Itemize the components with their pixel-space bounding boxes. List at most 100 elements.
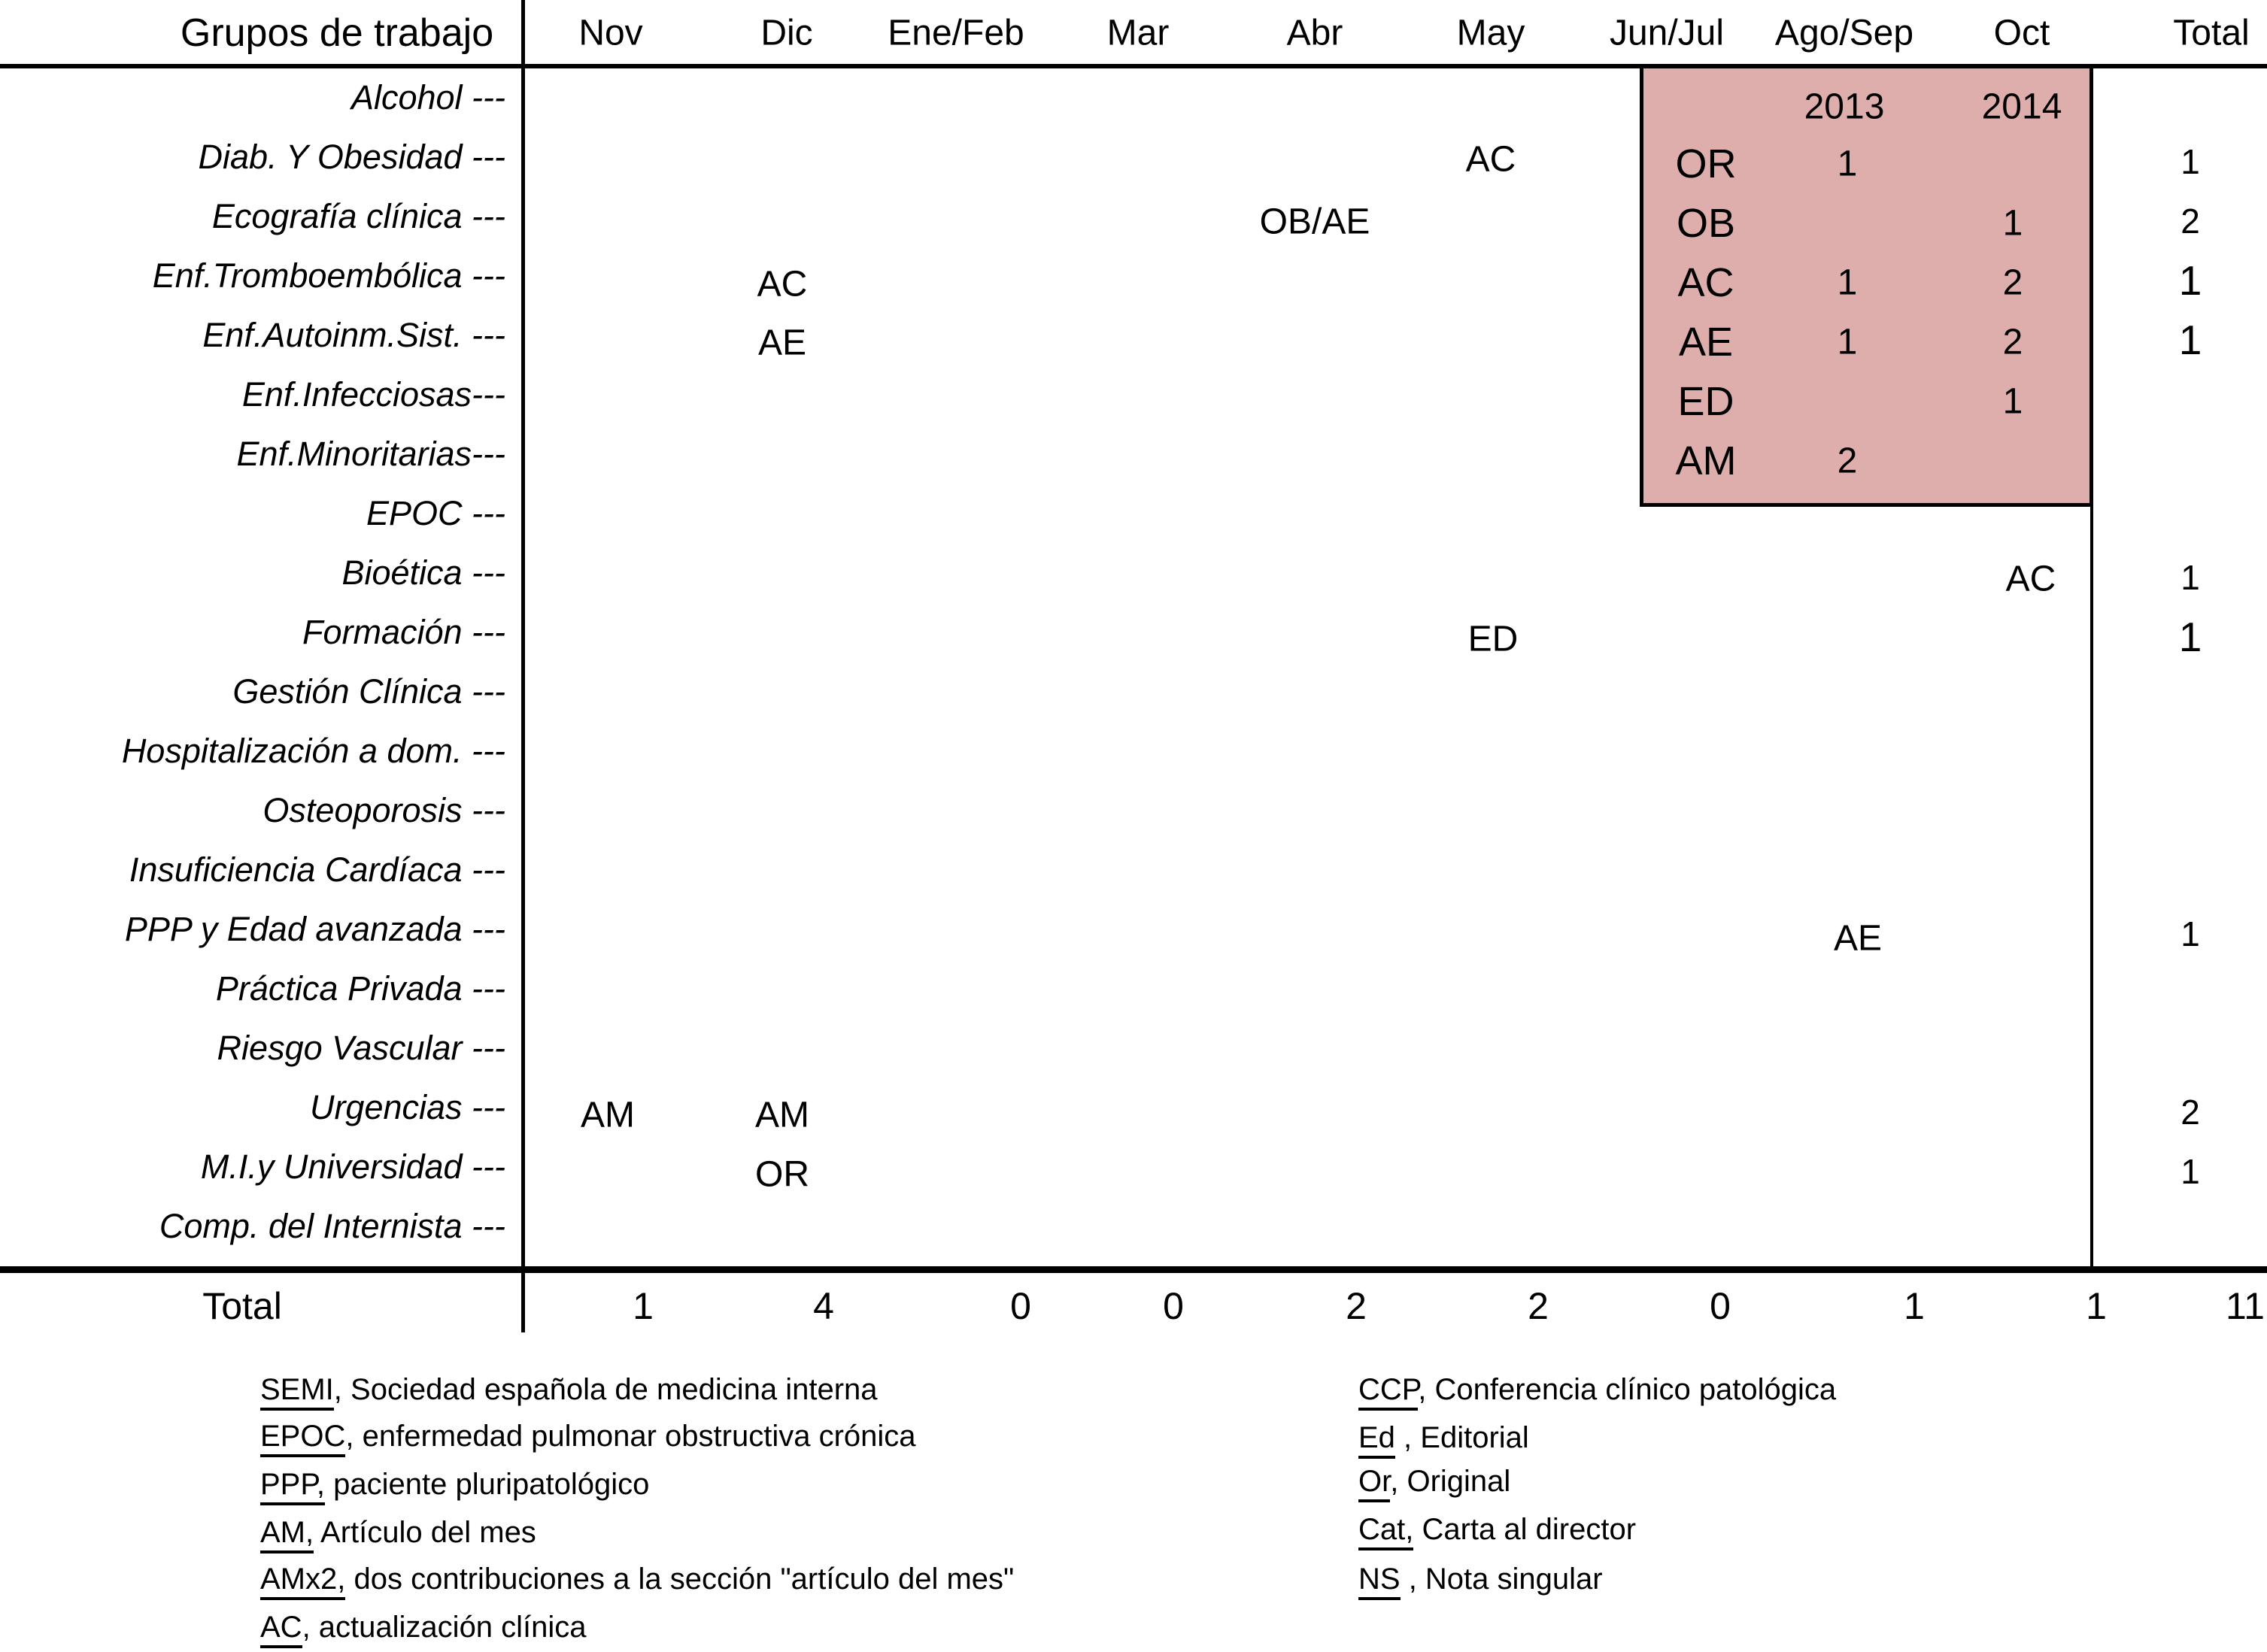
row-label-riesgo: Riesgo Vascular ---	[217, 1029, 505, 1067]
column-header-total: Total	[2173, 13, 2250, 53]
row-label-mi-universidad: M.I.y Universidad ---	[200, 1147, 505, 1186]
cell-entry: ED	[1467, 619, 1519, 659]
footnote-cat: Cat, Carta al director	[1358, 1511, 1637, 1550]
row-label-osteoporosis: Osteoporosis ---	[263, 791, 505, 829]
row-label-bioetica: Bioética ---	[341, 553, 505, 592]
footnote-term: AMx2,	[260, 1563, 346, 1600]
footnote-text: , enfermedad pulmonar obstructiva crónic…	[345, 1420, 916, 1453]
row-label-infecciosas: Enf.Infecciosas---	[241, 375, 505, 414]
box-code-ae: AE	[1678, 320, 1734, 365]
footnote-term: PPP,	[260, 1468, 325, 1505]
grand-total: 11	[2226, 1285, 2265, 1327]
column-total-dic: 4	[813, 1285, 834, 1327]
row-total: 1	[2178, 614, 2202, 660]
box-value-2013: 1	[1837, 322, 1858, 362]
box-code-ed: ED	[1677, 379, 1734, 424]
row-total: 1	[2178, 257, 2202, 304]
footnote-term: CCP	[1358, 1373, 1419, 1411]
column-header-nov: Nov	[578, 13, 643, 53]
table-corner-header: Grupos de trabajo	[180, 11, 494, 55]
row-label-insuf-cardiaca: Insuficiencia Cardíaca ---	[129, 850, 505, 889]
cell-entry: AE	[1833, 918, 1883, 959]
cell-entry: AM	[581, 1095, 635, 1135]
total-column-divider-line	[2090, 68, 2093, 1266]
row-label-practica: Práctica Privada ---	[215, 969, 505, 1008]
row-label-diab-obesidad: Diab. Y Obesidad ---	[198, 138, 505, 176]
footnote-text: dos contribuciones a la sección "artícul…	[345, 1563, 1015, 1596]
column-header-junjul: Jun/Jul	[1609, 13, 1725, 53]
year-header-2013: 2013	[1804, 86, 1885, 127]
row-label-comp-internista: Comp. del Internista ---	[159, 1207, 505, 1245]
row-label-ecografia: Ecografía clínica ---	[211, 197, 505, 235]
box-value-2014: 2	[2002, 322, 2023, 362]
footnote-term: EPOC	[260, 1420, 346, 1457]
header-divider-line	[0, 64, 2267, 68]
row-total: 1	[2181, 558, 2200, 597]
footnote-text: , Editorial	[1394, 1421, 1529, 1454]
footnote-term: NS	[1358, 1563, 1401, 1600]
cell-entry: AE	[757, 323, 807, 363]
footnote-term: AC	[260, 1611, 302, 1648]
column-total-enefeb: 0	[1010, 1285, 1031, 1327]
box-value-2013: 2	[1837, 441, 1858, 481]
footnote-text: Artículo del mes	[314, 1516, 536, 1549]
box-value-2013: 1	[1837, 144, 1858, 184]
column-header-agosep: Ago/Sep	[1774, 13, 1914, 53]
column-header-mar: Mar	[1106, 13, 1170, 53]
row-label-autoinm-sist: Enf.Autoinm.Sist. ---	[202, 316, 505, 354]
footnote-ppp: PPP, paciente pluripatológico	[260, 1466, 649, 1505]
footnote-ccp: CCP, Conferencia clínico patológica	[1358, 1372, 1837, 1411]
box-code-am: AM	[1675, 438, 1737, 483]
row-label-epoc: EPOC ---	[366, 494, 505, 532]
box-value-2014: 2	[2002, 262, 2023, 303]
box-code-or: OR	[1675, 141, 1737, 186]
column-header-oct: Oct	[1993, 13, 2050, 53]
cell-entry: AC	[1465, 139, 1516, 180]
column-total-mar: 0	[1163, 1285, 1184, 1327]
footnote-ed: Ed , Editorial	[1358, 1420, 1529, 1459]
row-label-ppp-edad: PPP y Edad avanzada ---	[124, 910, 505, 948]
box-value-2014: 1	[2002, 203, 2023, 244]
footnote-am: AM, Artículo del mes	[260, 1514, 536, 1553]
row-total: 1	[2181, 1152, 2200, 1191]
column-header-may: May	[1456, 13, 1525, 53]
column-header-dic: Dic	[760, 13, 813, 53]
footnote-ns: NS , Nota singular	[1358, 1561, 1603, 1600]
footnote-ac: AC, actualización clínica	[260, 1609, 587, 1648]
cell-entry: OR	[755, 1154, 809, 1195]
row-label-minoritarias: Enf.Minoritarias---	[236, 435, 505, 473]
totals-row-label: Total	[202, 1285, 282, 1327]
column-total-nov: 1	[633, 1285, 654, 1327]
column-header-abr: Abr	[1286, 13, 1343, 53]
highlight-box	[1640, 65, 2093, 507]
row-label-hospitalizacion: Hospitalización a dom. ---	[121, 732, 505, 770]
column-total-oct: 1	[2086, 1285, 2107, 1327]
row-label-formacion: Formación ---	[302, 613, 505, 651]
footnote-term: AM,	[260, 1516, 314, 1553]
footnote-term: Cat,	[1358, 1513, 1414, 1550]
footnote-text: , Original	[1390, 1465, 1511, 1498]
row-label-urgencias: Urgencias ---	[309, 1088, 505, 1126]
row-total: 2	[2181, 1093, 2200, 1132]
row-label-tromboembolica: Enf.Tromboembólica ---	[152, 256, 505, 295]
row-total: 1	[2181, 914, 2200, 953]
box-value-2013: 1	[1837, 262, 1858, 303]
box-code-ob: OB	[1676, 201, 1736, 246]
label-column-divider-line	[521, 0, 525, 1332]
cell-entry: AC	[2005, 559, 2056, 599]
footnote-amx2: AMx2, dos contribuciones a la sección "a…	[260, 1561, 1015, 1600]
row-label-gestion: Gestión Clínica ---	[232, 672, 505, 711]
footnote-text: Carta al director	[1413, 1513, 1637, 1546]
year-header-2014: 2014	[1981, 86, 2062, 127]
row-total: 2	[2181, 202, 2200, 241]
column-total-agosep: 1	[1904, 1285, 1925, 1327]
row-label-alcohol: Alcohol ---	[351, 78, 505, 117]
footnote-term: Or	[1358, 1465, 1391, 1502]
footnote-text: , Conferencia clínico patológica	[1418, 1373, 1837, 1406]
footnote-text: , actualización clínica	[302, 1611, 587, 1644]
footnote-text: , Nota singular	[1400, 1563, 1603, 1596]
footnote-term: SEMI	[260, 1373, 334, 1411]
footnote-semi: SEMI, Sociedad española de medicina inte…	[260, 1372, 878, 1411]
body-bottom-line	[0, 1266, 2267, 1273]
column-header-enefeb: Ene/Feb	[888, 13, 1024, 53]
